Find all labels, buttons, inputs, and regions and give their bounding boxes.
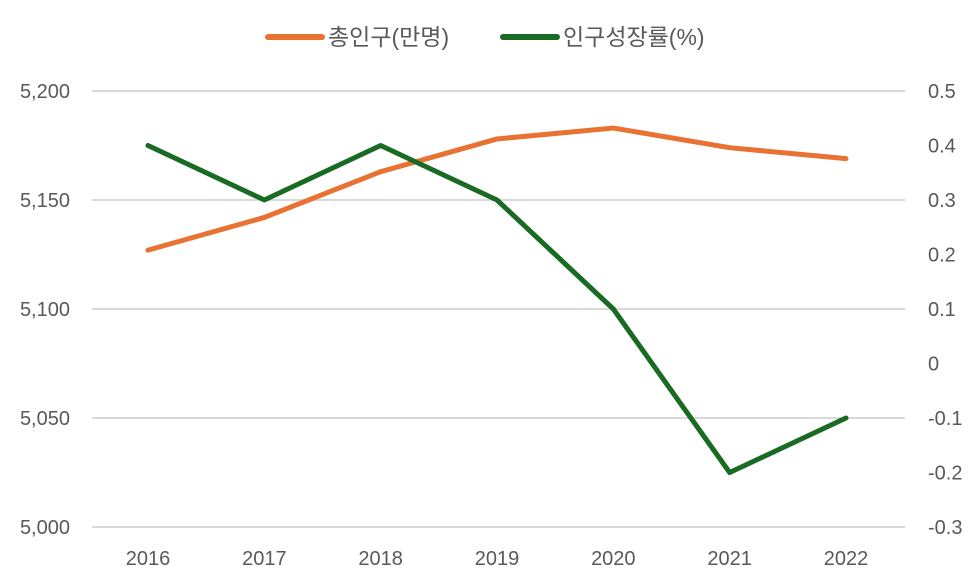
gridlines [92,91,905,527]
right-tick-label: -0.3 [928,517,962,539]
right-tick-label: 0.2 [928,245,956,267]
left-tick-label: 5,050 [20,408,70,430]
left-tick-label: 5,000 [20,517,70,539]
right-tick-label: 0.5 [928,81,956,103]
x-tick-label: 2020 [591,548,636,570]
x-tick-label: 2021 [707,548,752,570]
left-axis: 5,000 5,050 5,100 5,150 5,200 [20,81,70,539]
x-tick-label: 2019 [475,548,520,570]
right-tick-label: 0.1 [928,299,956,321]
x-tick-label: 2017 [242,548,287,570]
right-tick-label: -0.2 [928,463,962,485]
x-tick-label: 2018 [358,548,403,570]
right-axis: -0.3 -0.2 -0.1 0 0.1 0.2 0.3 0.4 0.5 [928,81,962,539]
legend: 총인구(만명) 인구성장률(%) [268,24,705,50]
x-tick-label: 2016 [126,548,171,570]
legend-label-1: 총인구(만명) [328,24,449,50]
series-line-1 [148,128,846,250]
x-axis: 2016 2017 2018 2019 2020 2021 2022 [126,548,868,570]
left-tick-label: 5,150 [20,190,70,212]
legend-label-2: 인구성장률(%) [563,24,705,50]
right-tick-label: 0 [928,354,939,376]
right-tick-label: 0.3 [928,190,956,212]
left-tick-label: 5,200 [20,81,70,103]
left-tick-label: 5,100 [20,299,70,321]
x-tick-label: 2022 [824,548,869,570]
series-lines [148,128,846,473]
right-tick-label: -0.1 [928,408,962,430]
right-tick-label: 0.4 [928,136,956,158]
